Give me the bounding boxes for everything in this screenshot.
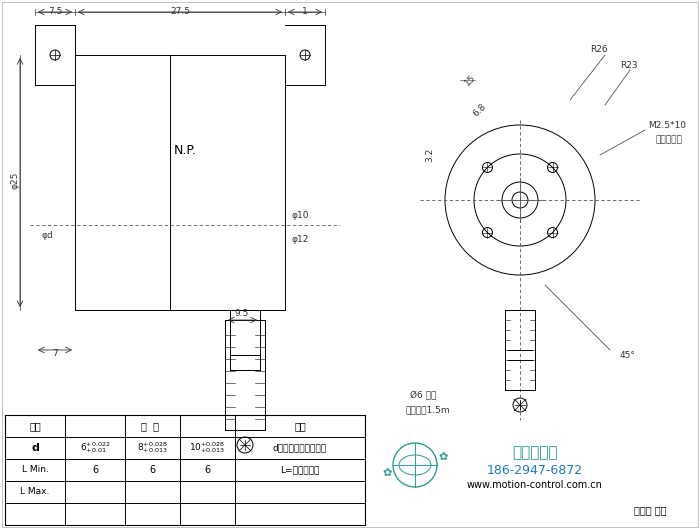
Text: 3.2: 3.2 [426, 148, 435, 162]
Text: ✿: ✿ [382, 468, 392, 478]
Text: d: d [31, 443, 39, 453]
Text: 6: 6 [149, 465, 155, 475]
Text: 9.5: 9.5 [234, 308, 249, 317]
Text: 尺  寸: 尺 寸 [141, 421, 159, 431]
Text: M2.5*10: M2.5*10 [648, 121, 686, 130]
Text: 单位： 毫米: 单位： 毫米 [634, 505, 666, 515]
Text: 6$^{+0.022}_{+0.01}$: 6$^{+0.022}_{+0.01}$ [80, 441, 111, 455]
Text: 1: 1 [302, 7, 308, 16]
Text: 186-2947-6872: 186-2947-6872 [487, 463, 583, 477]
Text: www.motion-control.com.cn: www.motion-control.com.cn [467, 480, 603, 490]
Text: R23: R23 [620, 60, 638, 69]
Text: 15: 15 [463, 73, 477, 87]
Text: 西安德伍拓: 西安德伍拓 [512, 445, 558, 461]
Text: N.P.: N.P. [174, 143, 197, 157]
Text: Ø6 电缆: Ø6 电缆 [410, 390, 436, 399]
Text: d＝编码器孔径和公差: d＝编码器孔径和公差 [273, 443, 327, 452]
Text: 代码: 代码 [29, 421, 41, 431]
Text: φ25: φ25 [10, 171, 19, 189]
Text: L=联接轴长度: L=联接轴长度 [280, 466, 320, 475]
Text: L Max.: L Max. [20, 488, 50, 497]
Text: 6: 6 [92, 465, 98, 475]
Text: 27.5: 27.5 [170, 7, 190, 16]
Text: 7: 7 [52, 349, 58, 358]
Text: 说明: 说明 [294, 421, 306, 431]
Text: 标准长度1.5m: 标准长度1.5m [405, 406, 449, 415]
Text: 7.5: 7.5 [48, 7, 62, 16]
Text: 内六角螺钉: 内六角螺钉 [655, 135, 682, 144]
Text: 10$^{+0.028}_{+0.013}$: 10$^{+0.028}_{+0.013}$ [189, 441, 225, 455]
Text: 6.8: 6.8 [472, 102, 489, 118]
Text: L Min.: L Min. [22, 466, 48, 475]
Text: φd: φd [42, 231, 54, 240]
Text: φ12: φ12 [292, 235, 309, 244]
Text: 6: 6 [204, 465, 210, 475]
Text: φ10: φ10 [292, 211, 309, 220]
Text: 45°: 45° [620, 351, 636, 360]
Bar [5, 415, 365, 525]
Text: ✿: ✿ [438, 452, 448, 462]
Text: R26: R26 [590, 45, 608, 54]
Text: 8$^{+0.028}_{+0.013}$: 8$^{+0.028}_{+0.013}$ [136, 441, 167, 455]
